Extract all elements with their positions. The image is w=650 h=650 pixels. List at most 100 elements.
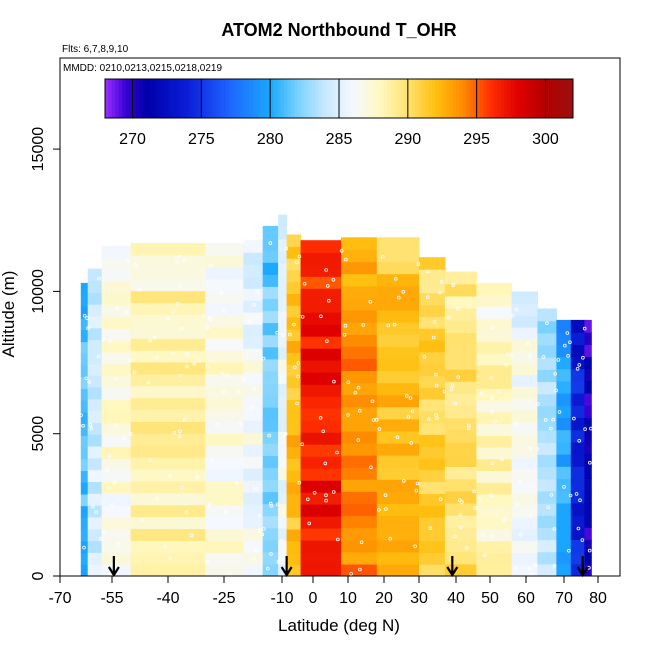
heatmap-cell [130, 409, 206, 422]
heatmap-cell [80, 470, 89, 483]
heatmap-cell [300, 396, 342, 409]
heatmap-cell [205, 469, 244, 482]
heatmap-cell [243, 336, 264, 349]
heatmap-cell [419, 387, 446, 400]
colorbar-segment [280, 79, 285, 118]
sample-point [565, 331, 570, 335]
sample-point [349, 571, 353, 576]
colorbar-segment [246, 79, 251, 118]
colorbar-segment [517, 79, 522, 118]
sample-point [458, 512, 463, 517]
sample-point [189, 533, 194, 538]
colorbar-segment [500, 79, 505, 118]
heatmap-cell [205, 516, 244, 529]
heatmap-cell [419, 469, 446, 483]
colorbar-segment [473, 79, 478, 118]
heatmap-cell [87, 280, 103, 293]
heatmap-cell [511, 291, 538, 304]
heatmap-cell [556, 344, 572, 358]
sample-point [401, 289, 406, 294]
sample-point [514, 307, 519, 312]
heatmap-cell [262, 346, 279, 360]
heatmap-cell [87, 386, 103, 400]
colorbar-segment [294, 79, 299, 118]
sample-point [262, 527, 266, 531]
heatmap-cell [80, 482, 89, 495]
heatmap-cell [205, 350, 244, 363]
heatmap-cell [537, 320, 557, 334]
heatmap-cell [101, 446, 132, 459]
heatmap-cell [262, 286, 279, 299]
colorbar-segment [369, 79, 374, 118]
x-tick-label: -10 [270, 590, 293, 607]
sample-point [84, 376, 89, 381]
colorbar-segment [438, 79, 443, 118]
heatmap-cell [584, 539, 592, 553]
flight-arrows [107, 556, 589, 578]
sample-point [393, 276, 398, 281]
heatmap-cell [419, 517, 446, 530]
colorbar-segment [194, 79, 199, 118]
heatmap-cell [101, 528, 132, 542]
sample-point [82, 545, 86, 550]
heatmap-cell [537, 381, 557, 395]
heatmap-cell [286, 552, 302, 565]
sample-point [292, 322, 296, 327]
heatmap-cell [419, 564, 446, 576]
heatmap-cell [419, 351, 446, 365]
heatmap-cell [537, 515, 557, 528]
sample-point [453, 401, 458, 406]
sample-point [307, 521, 312, 526]
heatmap-cell [262, 419, 279, 432]
sample-point [510, 313, 515, 318]
heatmap-cell [243, 252, 264, 265]
heatmap-cell [262, 370, 279, 384]
heatmap-cell [570, 380, 585, 394]
sample-point [312, 490, 317, 495]
colorbar-tick-label: 290 [394, 131, 421, 148]
colorbar-segment [524, 79, 529, 118]
heatmap-cell [101, 422, 132, 436]
colorbar-segment [521, 79, 526, 118]
heatmap-cell [300, 468, 342, 481]
sample-point [321, 429, 326, 434]
heatmap-cell [243, 324, 264, 337]
heatmap-cell [570, 478, 585, 492]
sample-point [493, 419, 497, 423]
heatmap-cell [341, 249, 378, 263]
sample-point [305, 497, 310, 502]
heatmap-cell [556, 502, 572, 516]
colorbar-segment [153, 79, 158, 118]
heatmap-cell [205, 278, 244, 292]
heatmap-cell [537, 442, 557, 455]
heatmap-cell [101, 493, 132, 506]
heatmap-cell [476, 318, 513, 331]
colorbar-segment [480, 79, 485, 118]
colorbar-gradient [105, 79, 574, 118]
heatmap-cell [376, 442, 420, 456]
sample-point [89, 426, 94, 431]
sample-point [557, 410, 562, 414]
heatmap-cell [262, 358, 279, 372]
heatmap-cell [87, 528, 103, 542]
colorbar-segment [545, 79, 550, 118]
heatmap-cell [556, 515, 572, 528]
heatmap-cell [300, 432, 342, 445]
heatmap-cell [570, 539, 585, 553]
heatmap-cell [243, 432, 264, 445]
heatmap-cell [101, 257, 132, 271]
sample-point [473, 506, 477, 511]
heatmap-cell [511, 315, 538, 328]
sample-point [269, 503, 274, 508]
heatmap-cell [130, 469, 206, 482]
colorbar-segment [425, 79, 429, 118]
sample-point [209, 317, 213, 322]
heatmap-cell [243, 456, 264, 469]
heatmap-cell [584, 319, 592, 333]
heatmap-cell [341, 261, 378, 275]
heatmap-cell [87, 268, 103, 281]
heatmap-cell [376, 285, 420, 299]
sample-point [206, 505, 210, 510]
heatmap-cell [130, 243, 206, 256]
